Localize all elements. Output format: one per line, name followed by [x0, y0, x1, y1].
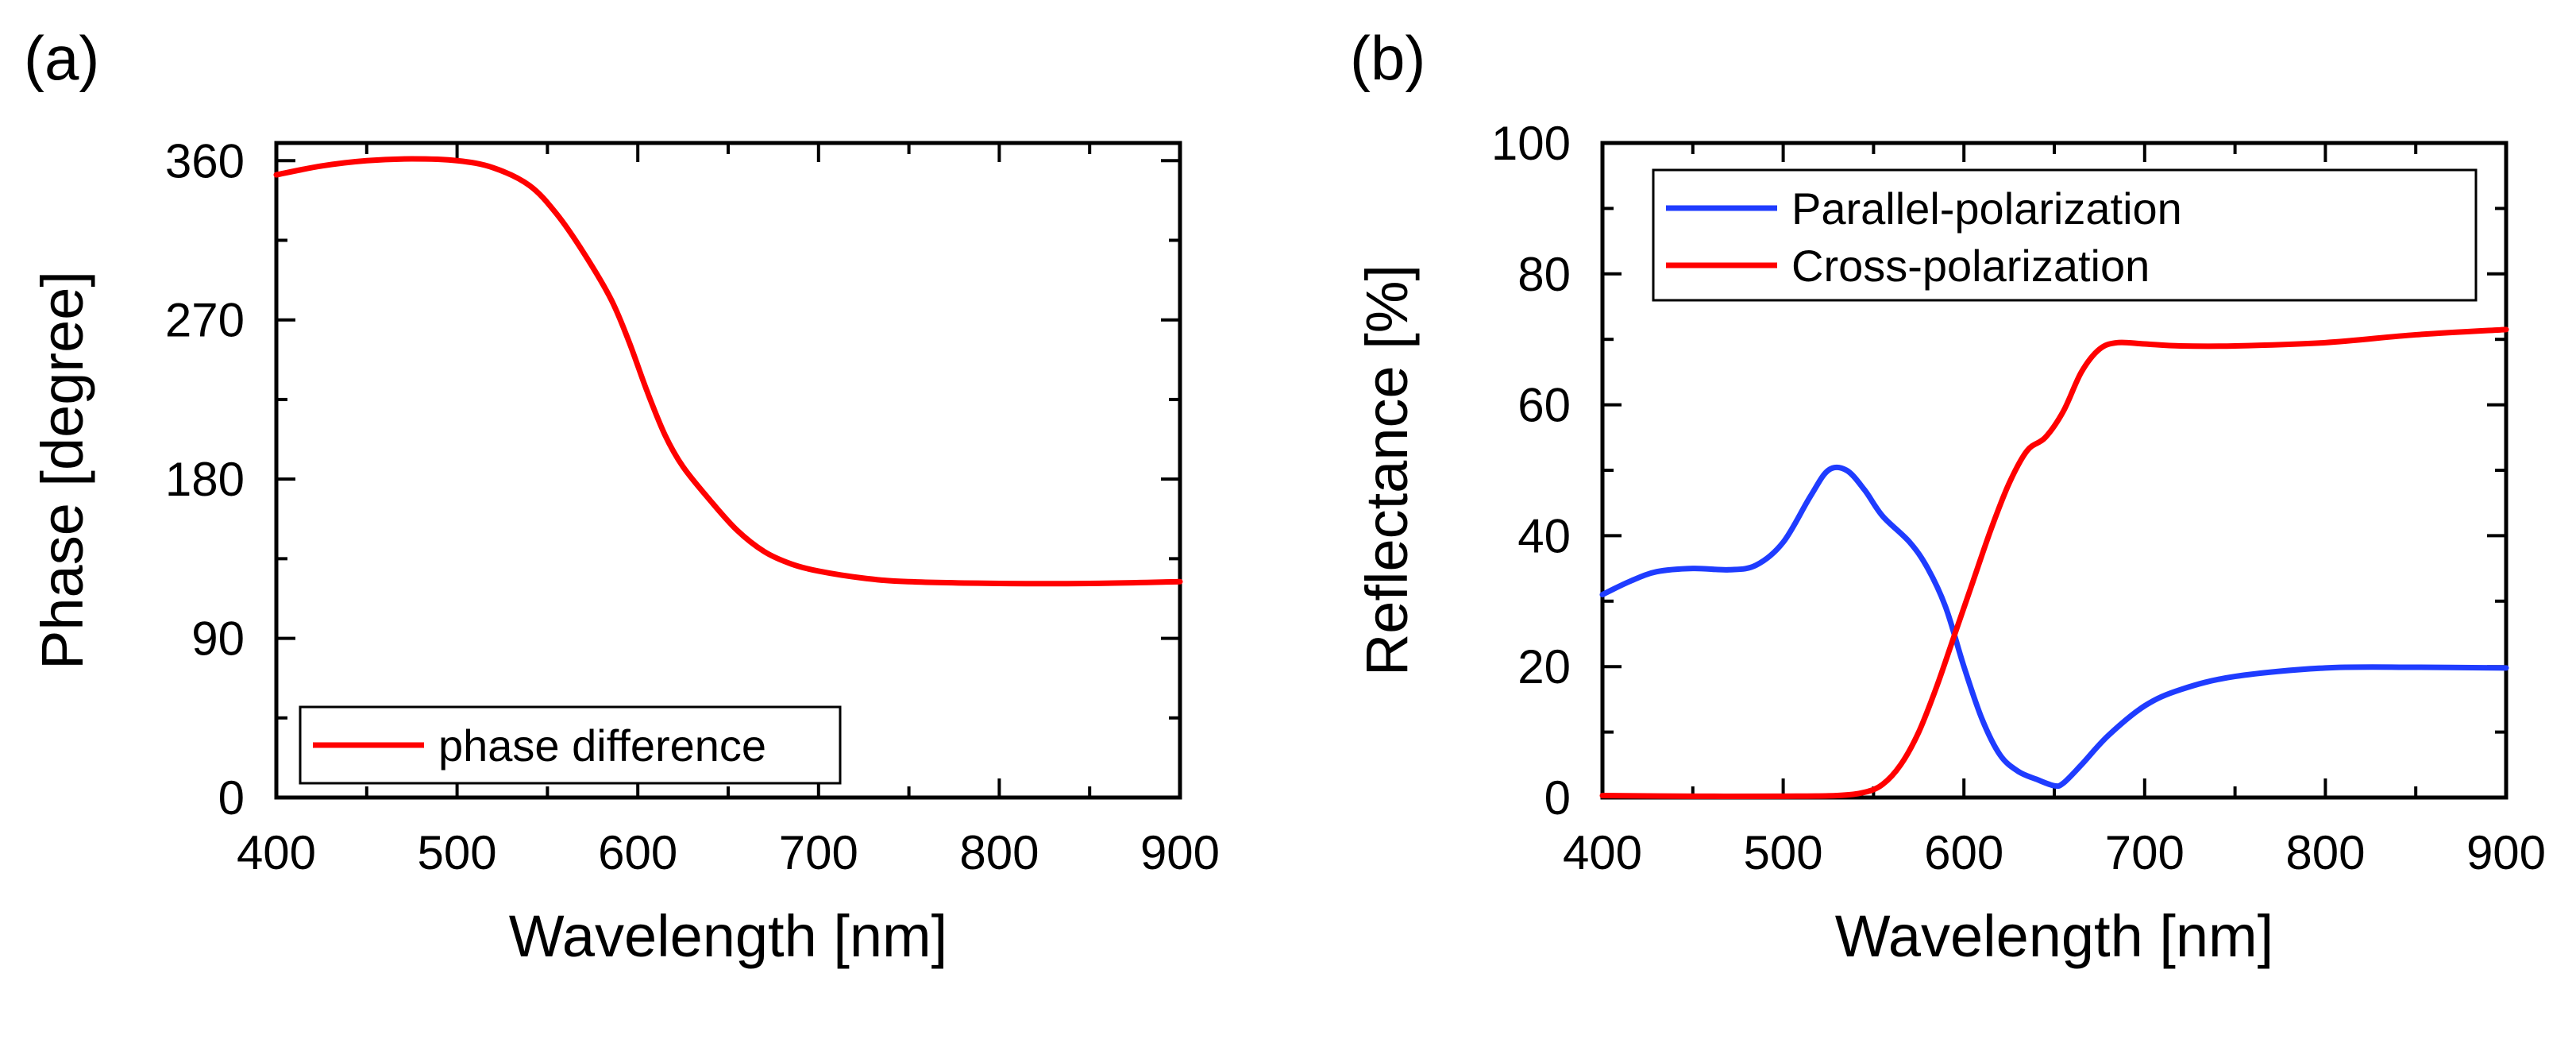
y-axis-title: Phase [degree]: [29, 271, 95, 670]
x-tick-label: 800: [959, 826, 1039, 879]
y-tick-label: 0: [218, 771, 245, 825]
y-tick-label: 100: [1491, 117, 1571, 170]
panel-label: (a): [24, 23, 99, 93]
y-tick-label: 0: [1544, 771, 1571, 825]
legend: phase difference: [299, 705, 842, 785]
y-tick-label: 60: [1517, 379, 1571, 432]
x-tick-label: 400: [237, 826, 316, 879]
x-axis-title: Wavelength [nm]: [1835, 903, 2274, 969]
series-line-cross-polarization: [1599, 326, 2509, 799]
legend: Parallel-polarization Cross-polarization: [1652, 168, 2478, 302]
y-tick-label: 90: [191, 612, 245, 666]
x-tick-label: 500: [418, 826, 497, 879]
legend-label: Parallel-polarization: [1791, 183, 2182, 234]
panel-label: (b): [1350, 23, 1425, 93]
plot-frame: [274, 141, 1182, 800]
x-tick-label: 500: [1744, 826, 1823, 879]
y-tick-label: 20: [1517, 640, 1571, 693]
legend-box: [1652, 168, 2478, 302]
x-tick-label: 900: [1140, 826, 1220, 879]
x-tick-label: 700: [2105, 826, 2185, 879]
legend-label: Cross-polarization: [1791, 241, 2150, 291]
legend-label: phase difference: [438, 720, 766, 771]
series-line-parallel-polarization: [1599, 464, 2509, 790]
y-tick-label: 270: [165, 294, 245, 347]
y-tick-label: 360: [165, 134, 245, 187]
x-tick-label: 900: [2466, 826, 2546, 879]
y-tick-label: 40: [1517, 509, 1571, 562]
y-tick-label: 180: [165, 453, 245, 506]
x-tick-label: 700: [779, 826, 858, 879]
panel-a: (a) 400 500 600 700 800 900 0 90 180 270 360 Wavelen…: [24, 23, 1220, 969]
x-tick-label: 600: [1924, 826, 2003, 879]
x-tick-label: 800: [2285, 826, 2365, 879]
x-tick-label: 600: [598, 826, 677, 879]
x-axis-title: Wavelength [nm]: [509, 903, 948, 969]
panel-b: (b) 400 500 600 700 800 900 0 20 40 60 80 100 Wavelen…: [1350, 23, 2546, 969]
y-axis-title: Reflectance [%]: [1354, 265, 1420, 676]
series-line-phase-difference: [273, 156, 1183, 587]
x-tick-label: 400: [1563, 826, 1642, 879]
y-tick-label: 80: [1517, 248, 1571, 301]
